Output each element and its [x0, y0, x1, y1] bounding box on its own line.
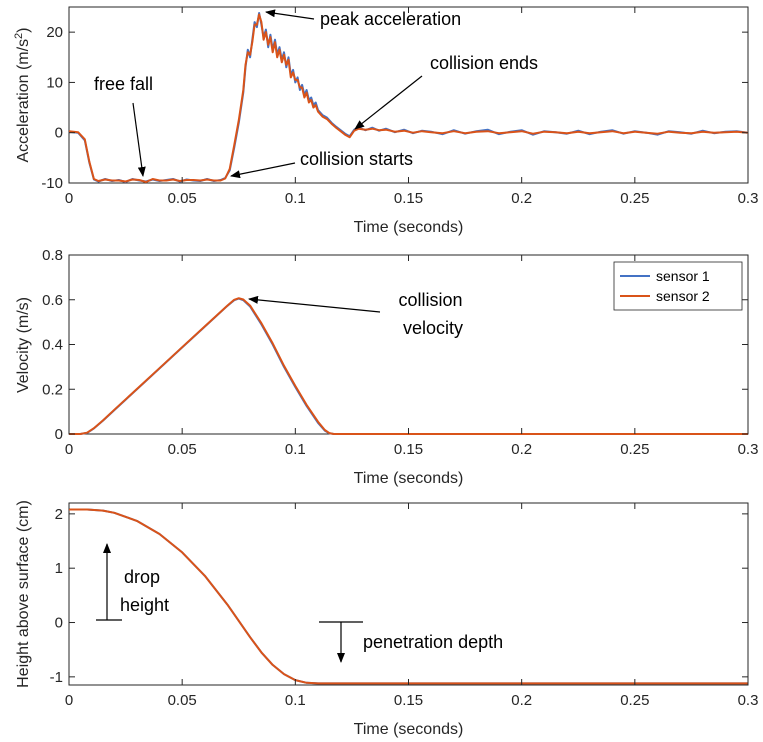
height-xtick-label: 0.25 [620, 692, 649, 709]
acceleration-xtick-label: 0.1 [285, 190, 306, 207]
acceleration-ytick-label: 10 [46, 74, 63, 91]
annotation-collision-ends-label: collision ends [430, 53, 538, 73]
height-xtick-label: 0.15 [394, 692, 423, 709]
velocity-xtick-label: 0.25 [620, 441, 649, 458]
height-plot-area [69, 503, 748, 685]
legend: sensor 1 sensor 2 [614, 262, 742, 310]
annotation-collision-starts-label: collision starts [300, 149, 413, 169]
velocity-ytick-label: 0.4 [42, 337, 63, 354]
height-xtick-label: 0.05 [168, 692, 197, 709]
height-xtick-label: 0 [65, 692, 73, 709]
height-xtick-label: 0.1 [285, 692, 306, 709]
velocity-ytick-label: 0.8 [42, 247, 63, 264]
annotation-peak-acceleration-label: peak acceleration [320, 9, 461, 29]
legend-label-sensor-1: sensor 1 [656, 268, 710, 284]
velocity-xtick-label: 0.15 [394, 441, 423, 458]
height-xtick-label: 0.2 [511, 692, 532, 709]
velocity-ytick-label: 0 [55, 426, 63, 443]
acceleration-ytick-label: 20 [46, 24, 63, 41]
annotation-collision-velocity-line-2: velocity [403, 318, 463, 338]
height-ytick-label: 0 [55, 615, 63, 632]
velocity-ytick-label: 0.2 [42, 381, 63, 398]
acceleration-xlabel: Time (seconds) [354, 219, 464, 236]
velocity-panel: 0 0.05 0.1 0.15 0.2 0.25 0.3 0 0.2 0.4 0.6 0.8 Time… [15, 247, 758, 487]
acceleration-xtick-label: 0 [65, 190, 73, 207]
height-ytick-label: 1 [55, 560, 63, 577]
annotation-free-fall-label: free fall [94, 74, 153, 94]
velocity-xtick-label: 0.05 [168, 441, 197, 458]
annotation-penetration-depth-label: penetration depth [363, 632, 503, 652]
velocity-xtick-label: 0.1 [285, 441, 306, 458]
velocity-xtick-label: 0.2 [511, 441, 532, 458]
acceleration-xtick-label: 0.25 [620, 190, 649, 207]
velocity-ytick-label: 0.6 [42, 292, 63, 309]
acceleration-xtick-label: 0.3 [738, 190, 759, 207]
acceleration-ylabel-end: ) [15, 27, 32, 32]
height-xlabel: Time (seconds) [354, 721, 464, 738]
acceleration-xtick-label: 0.05 [168, 190, 197, 207]
velocity-xtick-label: 0 [65, 441, 73, 458]
acceleration-ylabel: Acceleration (m/s2) [13, 27, 32, 162]
height-ytick-label: 2 [55, 506, 63, 523]
acceleration-ylabel-base: Acceleration (m/s [15, 39, 32, 163]
legend-label-sensor-2: sensor 2 [656, 288, 710, 304]
velocity-ylabel: Velocity (m/s) [15, 297, 32, 393]
acceleration-xtick-label: 0.15 [394, 190, 423, 207]
acceleration-xtick-label: 0.2 [511, 190, 532, 207]
annotation-collision-velocity-line-1: collision [398, 290, 462, 310]
height-ylabel: Height above surface (cm) [15, 500, 32, 688]
acceleration-ytick-label: 0 [55, 125, 63, 142]
acceleration-ytick-label: -10 [41, 175, 63, 192]
height-ytick-label: -1 [50, 669, 63, 686]
height-xtick-label: 0.3 [738, 692, 759, 709]
velocity-xlabel: Time (seconds) [354, 470, 464, 487]
annotation-drop-height-line-2: height [120, 595, 169, 615]
height-axes-box [69, 503, 748, 685]
annotation-drop-height-line-1: drop [124, 567, 160, 587]
velocity-xtick-label: 0.3 [738, 441, 759, 458]
